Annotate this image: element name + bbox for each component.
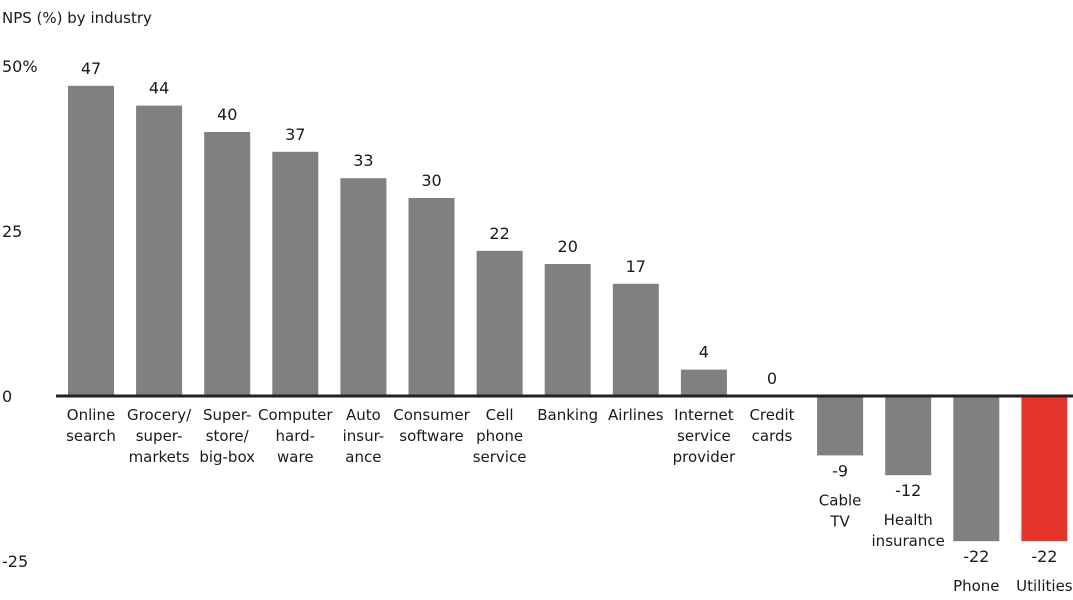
y-tick-label: 0 — [2, 387, 12, 406]
category-label-line: Cable — [819, 491, 862, 509]
category-label: Online search — [66, 406, 116, 445]
category-label: Grocery/super-markets — [127, 406, 192, 466]
bar — [136, 105, 183, 396]
category-label: Super-store/big-box — [199, 406, 255, 466]
category-label: Credit cards — [749, 406, 794, 445]
category-label-line: insurance — [872, 532, 945, 550]
category-label: Airlines — [608, 406, 664, 424]
category-label: Cell phone service — [473, 406, 527, 466]
value-label: 40 — [217, 105, 237, 124]
category-label-line: service — [677, 427, 731, 445]
category-label-line: super- — [136, 427, 183, 445]
bar — [953, 396, 1000, 542]
value-label: 20 — [558, 237, 578, 256]
value-label: 37 — [285, 125, 305, 144]
value-label: 47 — [81, 59, 101, 78]
bars — [68, 85, 1068, 542]
bar — [1021, 396, 1068, 542]
category-label-line: Internet — [674, 406, 734, 424]
bar — [544, 264, 591, 396]
category-label-line: Consumer — [393, 406, 470, 424]
category-label-line: Phone — [953, 577, 999, 595]
category-label-line: Airlines — [608, 406, 664, 424]
category-label-line: service — [473, 448, 527, 466]
bar — [817, 396, 864, 456]
category-label-line: Health — [884, 511, 933, 529]
category-label-line: Computer — [258, 406, 333, 424]
category-label: Cable TV — [819, 491, 862, 530]
bar — [272, 151, 319, 396]
bar — [68, 85, 114, 397]
value-label: 22 — [489, 224, 509, 243]
category-label-line: Grocery/ — [127, 406, 192, 424]
category-label-line: Banking — [537, 406, 598, 424]
y-tick-label: -25 — [2, 552, 28, 571]
category-label-line: Utilities — [1016, 577, 1073, 595]
category-label-line: Super- — [203, 406, 251, 424]
category-labels: Online searchGrocery/super-marketsSuper-s… — [66, 406, 1073, 595]
value-label: 33 — [353, 151, 373, 170]
category-label-line: ance — [345, 448, 381, 466]
y-tick-label: 25 — [2, 222, 22, 241]
y-axis-ticks: 50% 25 0 -25 — [2, 57, 38, 571]
category-label-line: TV — [829, 512, 850, 530]
category-label-line: Credit — [749, 406, 794, 424]
value-label: -22 — [963, 547, 989, 566]
value-label: -12 — [895, 481, 921, 500]
category-label: Consumer software — [393, 406, 470, 445]
category-label: Utilities — [1016, 577, 1073, 595]
category-label-line: store/ — [206, 427, 250, 445]
value-label: -22 — [1031, 547, 1057, 566]
category-label-line: cards — [752, 427, 793, 445]
category-label: Health insurance — [872, 511, 945, 550]
category-label: Auto insur-ance — [343, 406, 385, 466]
category-label-line: provider — [673, 448, 736, 466]
value-label: 30 — [421, 171, 441, 190]
bar — [408, 198, 455, 396]
category-label: Internet service provider — [673, 406, 736, 466]
chart-title: NPS (%) by industry — [2, 9, 152, 27]
category-label-line: software — [399, 427, 463, 445]
category-label: Computer hard-ware — [258, 406, 333, 466]
category-label: Banking — [537, 406, 598, 424]
category-label-line: big-box — [199, 448, 255, 466]
bar — [204, 132, 251, 396]
category-label-line: Cell — [486, 406, 514, 424]
bar — [476, 250, 523, 396]
value-label: 0 — [767, 369, 777, 388]
category-label: Phone — [953, 577, 999, 595]
category-label-line: ware — [277, 448, 314, 466]
category-label-line: markets — [129, 448, 190, 466]
bar — [885, 396, 932, 476]
category-label-line: Auto — [346, 406, 381, 424]
value-label: -9 — [832, 461, 848, 480]
category-label-line: search — [66, 427, 116, 445]
y-tick-label: 50% — [2, 57, 38, 76]
category-label-line: hard- — [276, 427, 316, 445]
bar — [680, 369, 727, 396]
bar — [340, 178, 387, 396]
category-label-line: Online — [67, 406, 115, 424]
value-label: 44 — [149, 79, 169, 98]
category-label-line: insur- — [343, 427, 385, 445]
category-label-line: phone — [476, 427, 523, 445]
bar — [612, 283, 659, 396]
value-label: 17 — [626, 257, 646, 276]
value-label: 4 — [699, 343, 709, 362]
